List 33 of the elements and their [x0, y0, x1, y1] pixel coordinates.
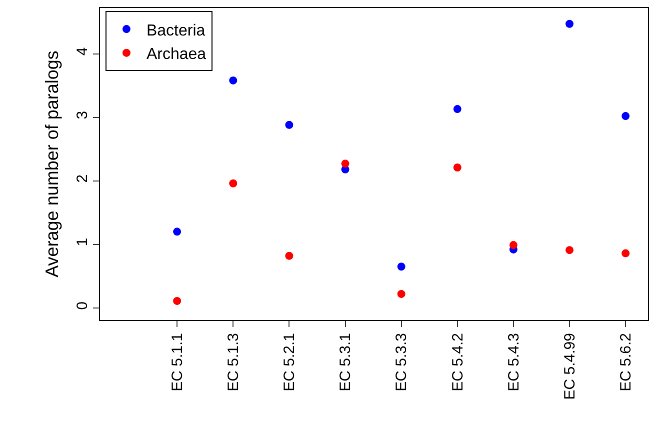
- point: [173, 296, 182, 305]
- point: [397, 290, 406, 298]
- x-tick-label: EC 5.3.3: [393, 333, 410, 392]
- legend-label: Archaea: [146, 46, 206, 64]
- x-tick-label: EC 5.1.3: [225, 333, 242, 392]
- point: [566, 20, 574, 28]
- y-tick-label: 3: [74, 110, 91, 120]
- x-tick-label: EC 5.6.2: [617, 333, 634, 392]
- point: [397, 262, 406, 271]
- x-tick-label: EC 5.3.1: [337, 333, 354, 392]
- x-tick-label: EC 5.1.1: [168, 333, 186, 392]
- point: [622, 249, 630, 258]
- point: [509, 241, 518, 250]
- point: [173, 228, 182, 236]
- point: [229, 76, 238, 84]
- point: [229, 179, 238, 188]
- point: [341, 160, 350, 168]
- x-tick-label: EC 5.2.1: [281, 333, 298, 392]
- point: [453, 163, 462, 172]
- y-axis-title: Average number of paralogs: [42, 50, 62, 278]
- point: [285, 252, 294, 260]
- x-tick-label: EC 5.4.3: [505, 333, 522, 392]
- point: [622, 112, 630, 120]
- x-tick-label: EC 5.4.2: [449, 333, 466, 392]
- y-tick-label: 1: [74, 238, 91, 246]
- y-tick-label: 2: [74, 174, 91, 183]
- point: [566, 246, 574, 254]
- point: [453, 105, 462, 114]
- x-tick-label: EC 5.4.99: [561, 333, 578, 400]
- y-tick-label: 0: [74, 302, 91, 310]
- y-tick-label: 4: [74, 47, 91, 56]
- legend-label: Bacteria: [146, 22, 206, 40]
- point: [285, 120, 294, 129]
